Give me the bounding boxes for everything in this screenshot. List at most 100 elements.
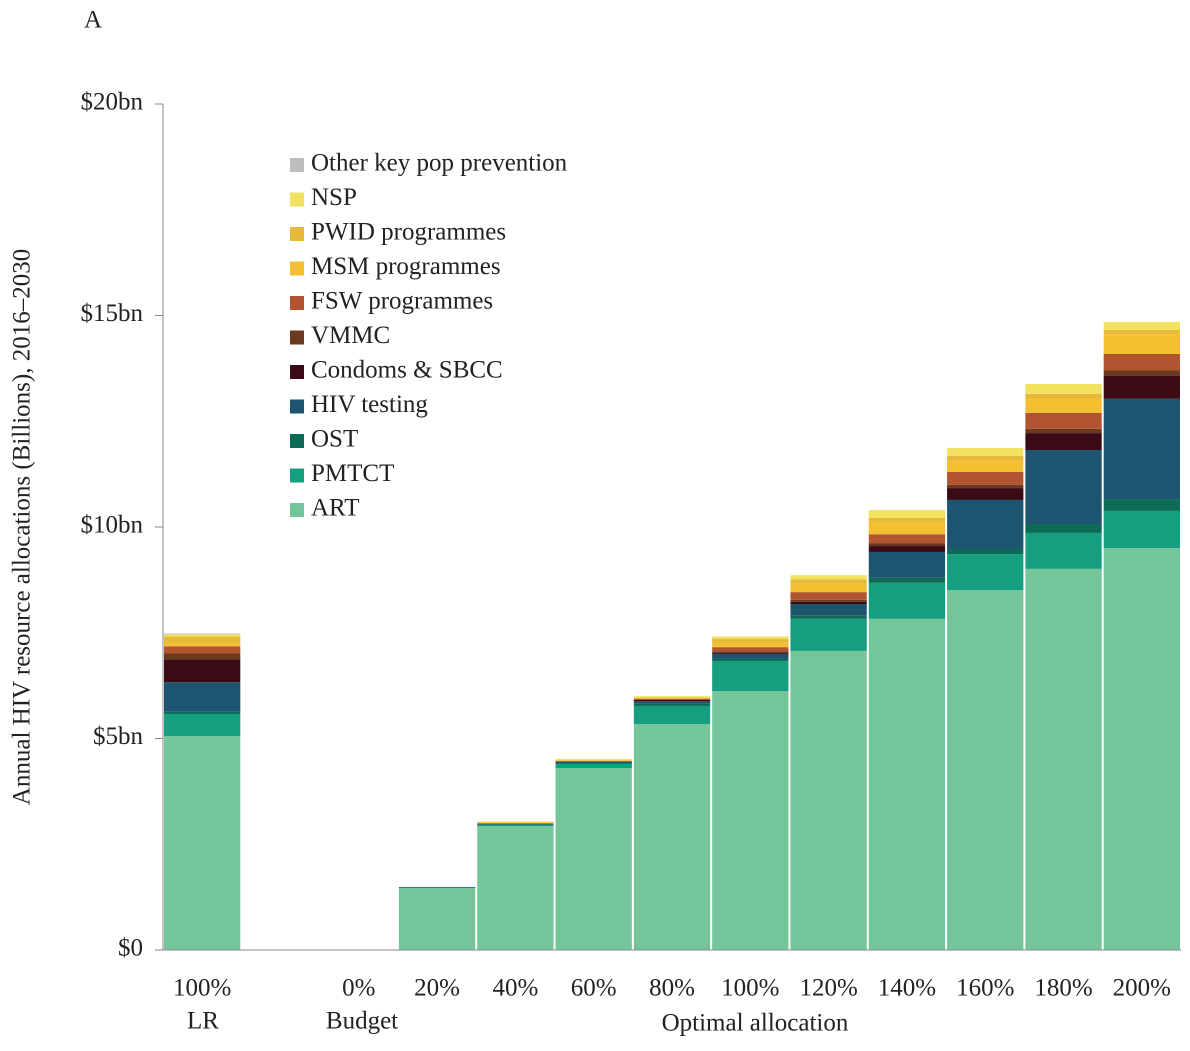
- bar-segment: [712, 647, 789, 652]
- x-tick-label: 20%: [414, 975, 460, 1002]
- group-label: Budget: [326, 1008, 398, 1035]
- bar-segment: [1103, 499, 1180, 511]
- bar-segment: [947, 554, 1024, 591]
- bar-segment: [477, 823, 554, 825]
- bar-segment: [868, 517, 946, 522]
- legend-label: VMMC: [311, 322, 390, 349]
- x-tick-label: 100%: [721, 975, 779, 1002]
- bar-segment: [164, 653, 241, 660]
- bar-segment: [164, 735, 241, 950]
- legend-label: NSP: [311, 184, 357, 211]
- bar-segment: [868, 618, 946, 950]
- bar-segment: [868, 543, 946, 547]
- group-label: Optimal allocation: [662, 1010, 849, 1037]
- bar-segment: [1103, 370, 1180, 376]
- bar-segment: [633, 700, 711, 702]
- bar-segment: [790, 601, 867, 604]
- x-tick-label: 80%: [649, 975, 695, 1002]
- bar-segment: [477, 826, 554, 950]
- x-tick-label: 0%: [342, 975, 375, 1002]
- bar-segment: [790, 599, 867, 602]
- bar-segment: [633, 701, 711, 704]
- bar-segment: [1103, 510, 1180, 549]
- bar-segment: [712, 661, 789, 692]
- bar-segment: [868, 534, 946, 544]
- bar-segment: [1025, 397, 1102, 413]
- bar-segment: [164, 682, 241, 712]
- x-tick-label: 60%: [571, 975, 617, 1002]
- bar-segment: [712, 636, 789, 639]
- bar-segment: [633, 698, 711, 701]
- bar-segment: [868, 510, 946, 518]
- bar-segment: [164, 636, 241, 643]
- bar-segment: [868, 546, 946, 552]
- y-tick-label: $5bn: [93, 723, 144, 750]
- bar-segment: [1103, 375, 1180, 399]
- bar-segment: [947, 548, 1024, 555]
- legend-swatch: [290, 399, 304, 414]
- group-label: LR: [187, 1008, 219, 1035]
- legend-label: PMTCT: [311, 460, 394, 487]
- bar-segment: [868, 577, 946, 583]
- y-tick-label: $0: [118, 935, 143, 962]
- bar-segment: [633, 705, 711, 725]
- legend-swatch: [290, 330, 304, 345]
- bar-segment: [1025, 428, 1102, 434]
- legend-swatch: [290, 261, 304, 276]
- bar-segment: [790, 579, 867, 584]
- bar-segment: [790, 650, 867, 950]
- bar-segment: [1103, 398, 1180, 500]
- bar-segment: [555, 760, 632, 762]
- y-tick-label: $20bn: [81, 89, 144, 116]
- bar-segment: [164, 646, 241, 654]
- bar-segment: [164, 713, 241, 736]
- bar-segment: [947, 460, 1024, 473]
- panel-label: A: [84, 7, 102, 34]
- bar-segment: [555, 763, 632, 769]
- bar-segment: [947, 590, 1024, 950]
- bar-segment: [712, 652, 789, 654]
- bar-segment: [790, 592, 867, 600]
- bar-segment: [947, 455, 1024, 461]
- bar-segment: [1025, 384, 1102, 394]
- bar-segment: [712, 653, 789, 659]
- legend-label: Other key pop prevention: [311, 150, 568, 177]
- bar-segment: [712, 691, 789, 950]
- bar-segment: [477, 822, 554, 824]
- bar-segment: [1025, 433, 1102, 451]
- legend-label: FSW programmes: [311, 288, 493, 315]
- bar-segment: [1025, 532, 1102, 569]
- bar-segment: [868, 551, 946, 578]
- bar-segment: [790, 615, 867, 619]
- bar-segment: [947, 499, 1024, 549]
- x-tick-label: 100%: [173, 975, 231, 1002]
- legend-swatch: [290, 503, 304, 517]
- legend-label: OST: [311, 426, 358, 453]
- bar-segment: [790, 583, 867, 593]
- bar-segment: [712, 638, 789, 643]
- bar-segment: [947, 472, 1024, 485]
- bar-segment: [712, 651, 789, 653]
- bar-segment: [555, 760, 632, 761]
- bar-segment: [477, 823, 554, 824]
- bar-segment: [790, 603, 867, 616]
- bar-segment: [1025, 568, 1102, 950]
- bar-segment: [1103, 329, 1180, 335]
- y-tick-label: $10bn: [81, 512, 144, 539]
- x-tick-label: 180%: [1034, 975, 1092, 1002]
- bar-segment: [712, 658, 789, 662]
- bar-segment: [164, 642, 241, 647]
- bar-segment: [633, 724, 711, 950]
- bar-segment: [633, 703, 711, 706]
- x-tick-label: 140%: [878, 975, 936, 1002]
- bar-segment: [477, 821, 554, 823]
- legend-swatch: [290, 296, 304, 310]
- legend-swatch: [290, 468, 304, 483]
- bar-segment: [555, 761, 632, 764]
- bar-segment: [164, 633, 241, 635]
- bar-segment: [1025, 524, 1102, 533]
- bar-segment: [477, 824, 554, 827]
- bar-segment: [1103, 353, 1180, 371]
- legend-label: MSM programmes: [311, 253, 501, 280]
